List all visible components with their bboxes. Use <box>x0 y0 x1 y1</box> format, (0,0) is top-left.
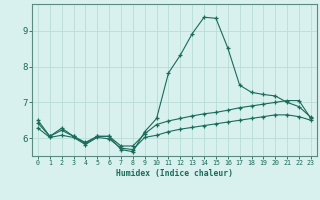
X-axis label: Humidex (Indice chaleur): Humidex (Indice chaleur) <box>116 169 233 178</box>
